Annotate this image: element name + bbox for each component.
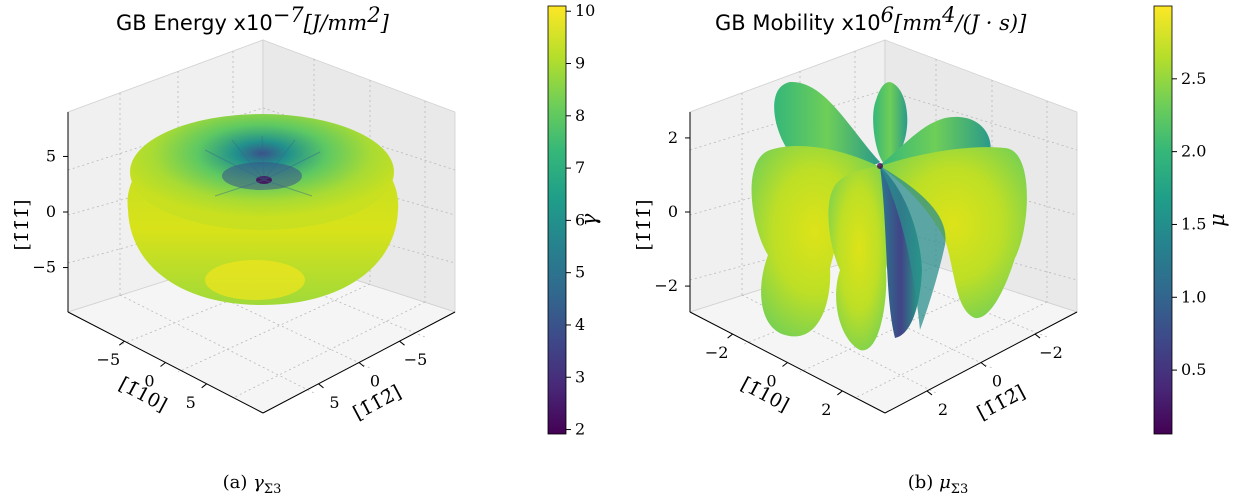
y-tick-mark — [318, 383, 324, 389]
panel-b — [688, 39, 1079, 414]
z-tick-label: 0 — [46, 202, 56, 221]
x-tick-mark — [727, 333, 733, 339]
y-tick-mark — [399, 340, 405, 346]
x-label-a: [1̄10] — [115, 373, 170, 416]
colorbar-tick-label: 2.5 — [1181, 69, 1206, 88]
y-tick-mark — [926, 390, 933, 396]
x-tick-label: −5 — [97, 350, 121, 369]
colorbar-tick-label: 6 — [575, 210, 585, 229]
x-tick-mark — [160, 362, 166, 367]
colorbar-tick-label: 9 — [575, 54, 585, 73]
colorbar-tick-label: 2 — [575, 420, 585, 439]
energy-surface — [127, 114, 399, 305]
x-tick-label: 0 — [144, 372, 154, 391]
z-tick-label: 2 — [668, 128, 678, 147]
y-tick-label: −2 — [1039, 343, 1063, 362]
y-tick-mark — [1034, 333, 1041, 339]
x-tick-mark — [837, 390, 843, 396]
x-tick-label: 5 — [186, 393, 196, 412]
z-tick-label: −2 — [654, 276, 678, 295]
colorbar-label-a: γ — [577, 213, 601, 226]
z-label-a: [1̄1̄1̄] — [11, 199, 33, 250]
colorbar-tick-label: 1.5 — [1181, 214, 1206, 233]
y-tick-label: 2 — [938, 400, 948, 419]
y-tick-label: 0 — [992, 372, 1002, 391]
x-tick-label: 2 — [821, 400, 831, 419]
title-b: GB Mobility x106[mm4/(J · s)] — [715, 3, 1027, 35]
x-tick-label: 0 — [766, 372, 776, 391]
colorbar-tick-label: 8 — [575, 106, 585, 125]
y-tick-mark — [980, 362, 987, 367]
caption-a: (a) γΣ3 — [223, 472, 282, 497]
colorbar-tick-label: 7 — [575, 158, 585, 177]
x-tick-mark — [201, 383, 207, 389]
colorbar-tick-label: 2.0 — [1181, 142, 1206, 161]
z-tick-label: 5 — [46, 146, 56, 165]
colorbar-tick-label: 1.0 — [1181, 287, 1206, 306]
y-tick-label: −5 — [404, 350, 428, 369]
colorbar-a — [547, 5, 567, 435]
z-tick-label: −5 — [32, 258, 56, 277]
x-tick-mark — [119, 340, 125, 346]
colorbar-tick-label: 3 — [575, 367, 585, 386]
x-label-b: [1̄10] — [737, 373, 792, 416]
colorbar-label-b: μ — [1205, 213, 1229, 227]
colorbar-tick-label: 4 — [575, 315, 585, 334]
colorbar-tick-label: 10 — [575, 1, 595, 20]
caption-b: (b) μΣ3 — [908, 472, 968, 497]
y-tick-label: 0 — [370, 372, 380, 391]
x-tick-label: −2 — [705, 343, 729, 362]
colorbar-tick-label: 0.5 — [1181, 360, 1206, 379]
z-tick-label: 0 — [668, 202, 678, 221]
y-tick-mark — [358, 362, 365, 367]
x-tick-mark — [782, 362, 788, 367]
panel-a — [66, 39, 457, 414]
mobility-surface — [751, 81, 1027, 351]
y-tick-label: 5 — [329, 393, 339, 412]
colorbar-tick-label: 5 — [575, 263, 585, 282]
title-a: GB Energy x10−7[J/mm2] — [116, 3, 390, 35]
colorbar-b — [1153, 5, 1173, 435]
z-label-b: [1̄1̄1̄] — [633, 199, 655, 250]
